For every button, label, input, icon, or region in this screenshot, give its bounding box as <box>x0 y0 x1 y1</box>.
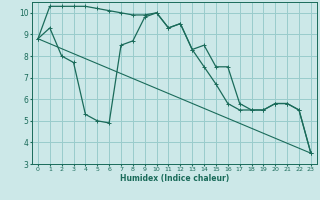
X-axis label: Humidex (Indice chaleur): Humidex (Indice chaleur) <box>120 174 229 183</box>
